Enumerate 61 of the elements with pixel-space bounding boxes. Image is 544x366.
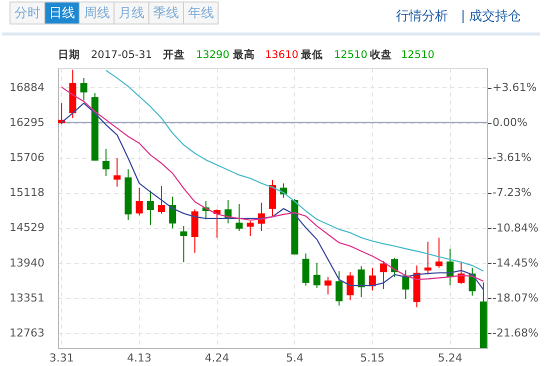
- candlestick: [80, 78, 88, 101]
- y-tick-label: 13940: [10, 256, 44, 270]
- x-tick-label: 3.31: [49, 352, 74, 364]
- text: 月线: [118, 6, 144, 21]
- y2-tick-label: -7.23%: [492, 186, 532, 200]
- candlestick: [424, 241, 432, 275]
- text: 收盘: [370, 48, 392, 61]
- y2-tick-label: -18.07%: [492, 291, 538, 304]
- candlestick: [246, 220, 254, 237]
- candlestick: [158, 186, 166, 214]
- candlestick: [336, 270, 343, 306]
- text: 成交持仓: [469, 8, 521, 24]
- x-tick-label: 5.15: [360, 352, 385, 364]
- text: 12510: [334, 49, 368, 61]
- text: 13610: [265, 49, 298, 61]
- candlestick: [324, 276, 332, 296]
- candlestick: [435, 237, 442, 268]
- candlestick: [180, 226, 188, 263]
- y-tick-label: 15706: [10, 151, 44, 164]
- text: 周线: [84, 6, 110, 21]
- y-tick-label: 15118: [10, 186, 44, 200]
- candlestick: [358, 266, 365, 298]
- candlestick: [169, 196, 176, 229]
- y-tick-label: 16295: [10, 116, 44, 130]
- candlestick: [114, 158, 121, 188]
- text: 分时: [14, 6, 40, 21]
- text: 13290: [196, 49, 230, 61]
- line-series: [105, 70, 484, 272]
- text: 最高: [232, 48, 255, 61]
- x-tick-label: 4.24: [204, 352, 230, 364]
- candlestick: [146, 190, 154, 226]
- text: 年线: [188, 6, 214, 21]
- text: 2017-05-31: [91, 49, 152, 61]
- y2-tick-label: +3.61%: [492, 81, 537, 94]
- text: |: [460, 9, 466, 24]
- candlestick: [313, 262, 320, 288]
- text: 日期: [58, 48, 80, 61]
- y2-tick-label: 0.00%: [492, 116, 528, 130]
- text: 日线: [49, 6, 76, 21]
- y2-tick-label: -10.84%: [492, 221, 538, 234]
- text: 最低: [300, 49, 323, 61]
- y2-tick-label: -21.68%: [492, 326, 538, 340]
- candlestick: [136, 187, 143, 216]
- y-tick-label: 14529: [10, 221, 44, 234]
- candlestick: [269, 180, 276, 217]
- text: 行情分析: [396, 9, 448, 24]
- candlestick: [102, 148, 110, 177]
- candlestick: [380, 260, 387, 290]
- x-tick-label: 5.4: [286, 352, 304, 364]
- candlestick: [236, 204, 243, 232]
- y-tick-label: 13351: [10, 291, 44, 304]
- x-tick-label: 4.13: [127, 352, 152, 364]
- text: 开盘: [162, 48, 185, 61]
- y2-tick-label: -14.45%: [492, 256, 538, 270]
- text: 12510: [401, 49, 434, 61]
- text: 季线: [153, 6, 180, 21]
- x-tick-label: 5.24: [438, 352, 462, 364]
- y-tick-label: 16884: [10, 80, 44, 94]
- candlestick: [346, 272, 354, 301]
- y2-tick-label: -3.61%: [492, 151, 532, 164]
- y-tick-label: 12763: [10, 326, 44, 340]
